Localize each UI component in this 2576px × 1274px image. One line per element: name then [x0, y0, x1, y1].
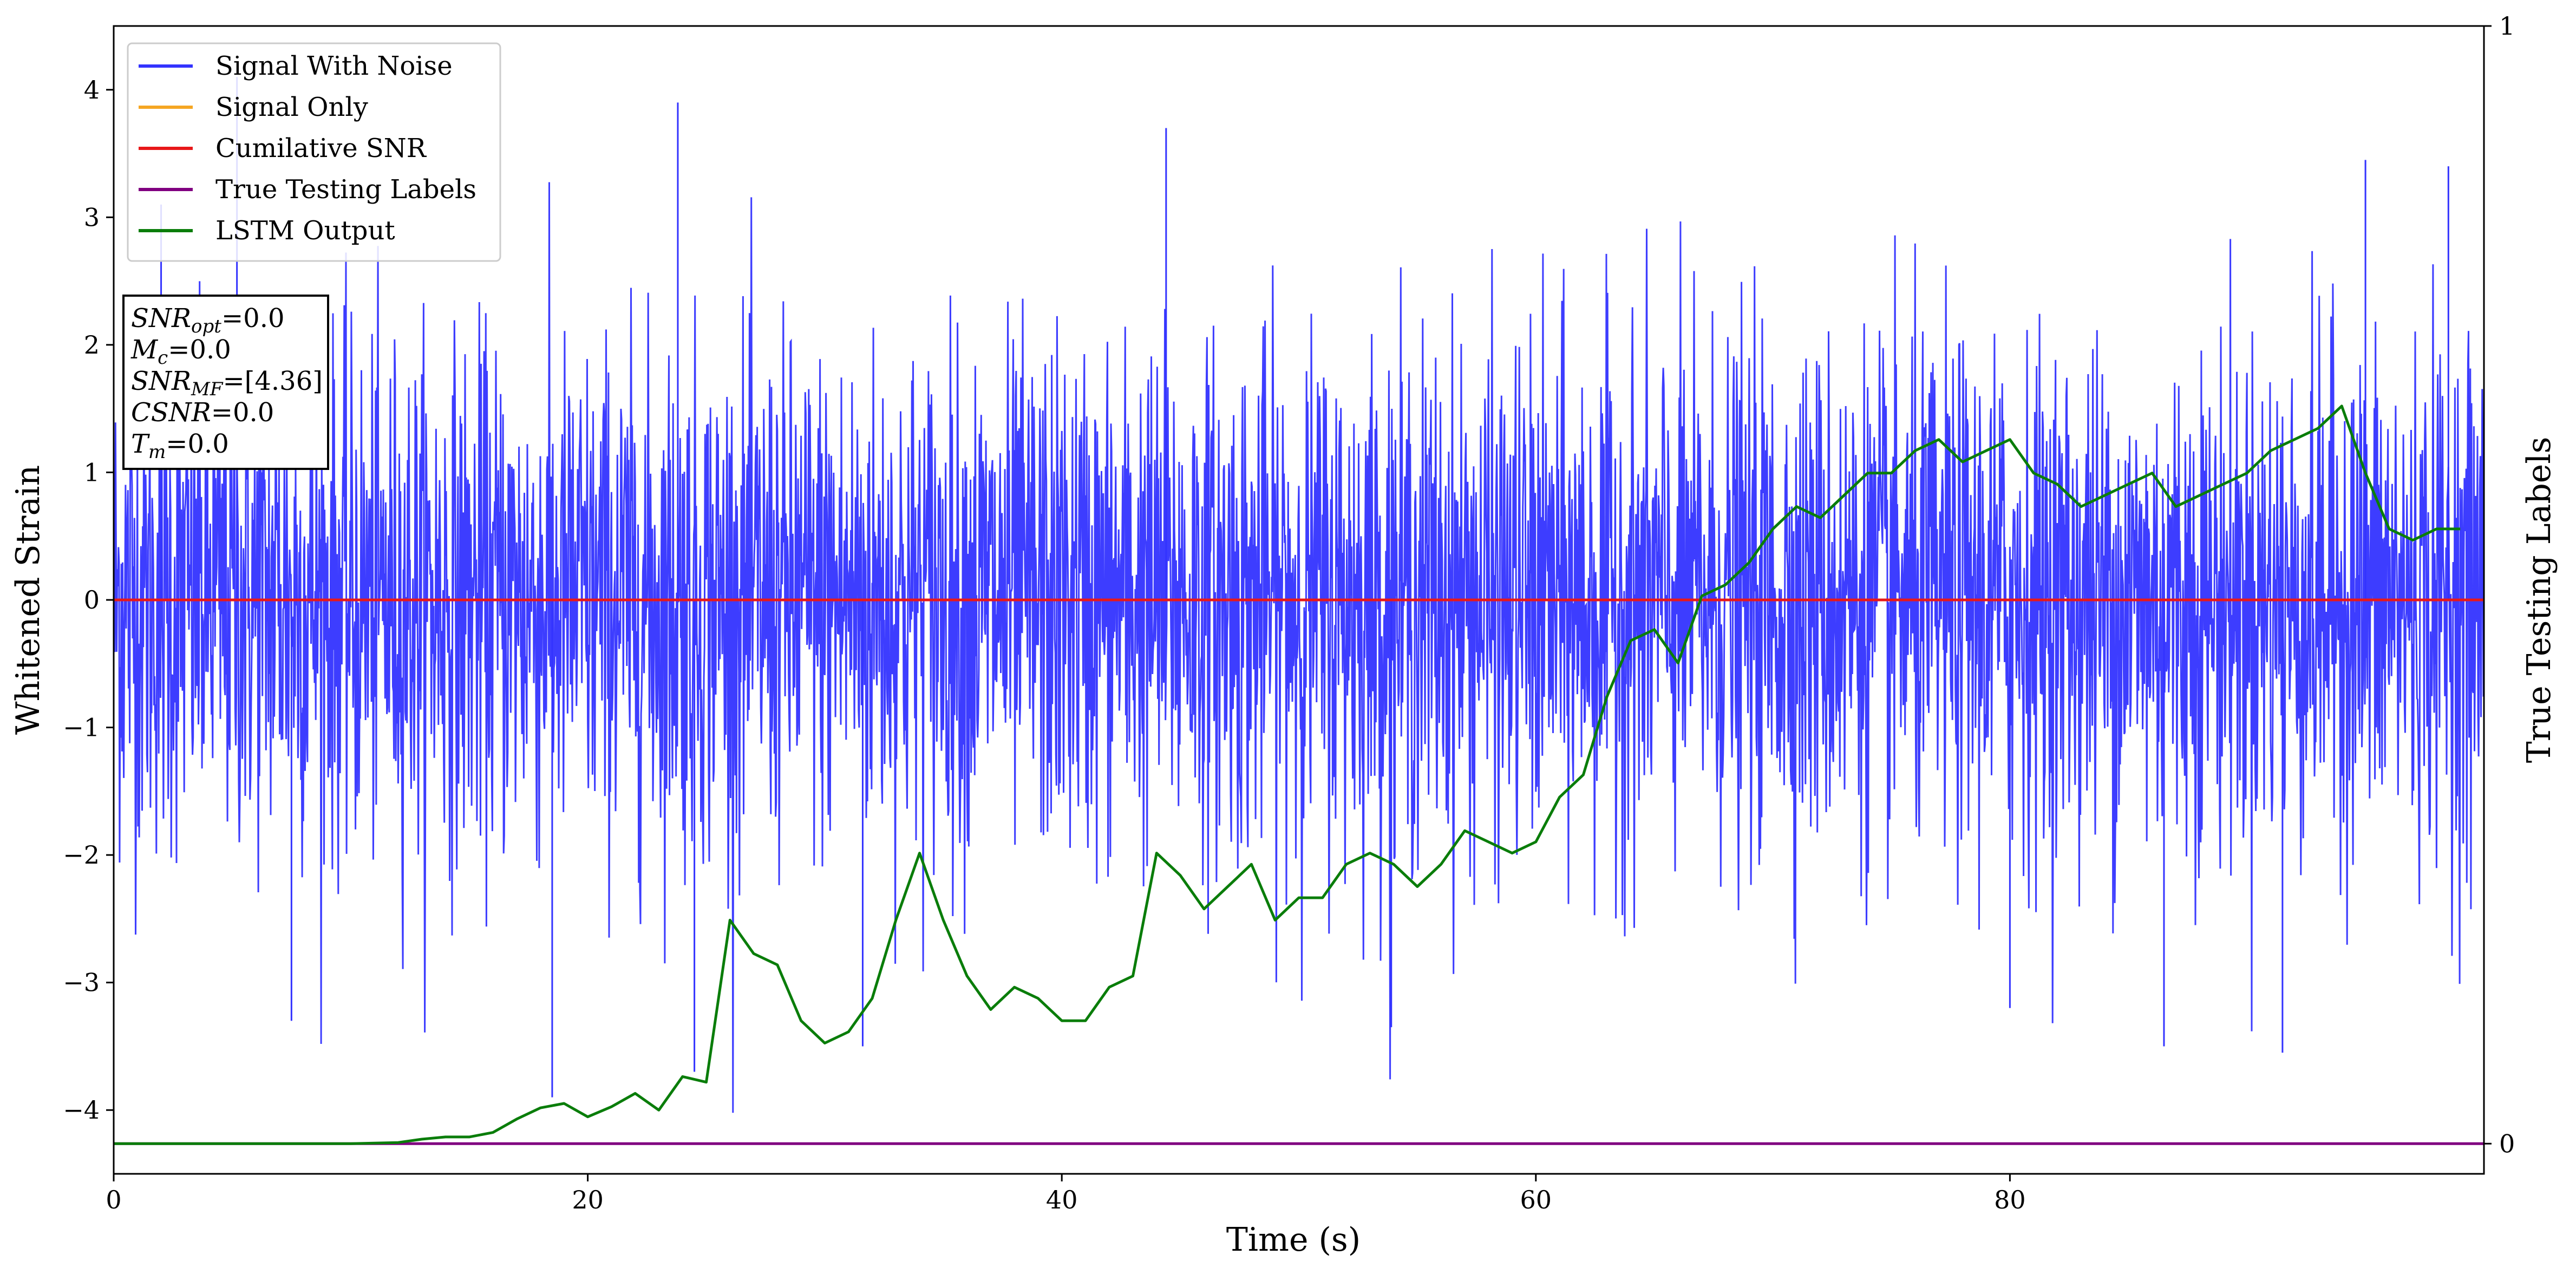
y-tick-label: −1 [63, 713, 100, 742]
info-line: SNRopt=0.0 [131, 303, 285, 337]
info-subscript: m [148, 441, 166, 463]
info-line: Mc=0.0 [130, 335, 231, 369]
info-line: Tm=0.0 [131, 429, 229, 463]
y-tick-label: −4 [63, 1095, 100, 1125]
y-tick-label: 0 [84, 585, 100, 615]
info-value: =0.0 [221, 303, 285, 334]
y-tick-label: −2 [63, 840, 100, 870]
y-tick-label: −3 [63, 968, 100, 997]
y2-tick-label: 0 [2499, 1129, 2515, 1158]
y-tick-label: 2 [84, 330, 100, 360]
x-tick-label: 0 [106, 1185, 121, 1214]
y-tick-label: 3 [84, 202, 100, 232]
info-line: SNRMF=[4.36] [131, 366, 323, 400]
info-box: SNRopt=0.0Mc=0.0SNRMF=[4.36]CSNR=0.0Tm=0… [122, 295, 329, 470]
info-symbol: T [131, 429, 150, 459]
y-tick-label: 4 [84, 75, 100, 104]
info-symbol: SNR [131, 366, 191, 396]
plot-area [114, 77, 2484, 1145]
info-subscript: c [158, 347, 168, 369]
info-symbol: SNR [131, 303, 191, 334]
x-tick-label: 60 [1520, 1185, 1552, 1214]
y-axis-title: Whitened Strain [9, 465, 47, 735]
y-tick-label: 1 [84, 458, 100, 487]
legend-label: True Testing Labels [215, 174, 476, 205]
series-lstm-output [114, 404, 2461, 1145]
series-signal-with-noise [114, 182, 2484, 1113]
info-symbol: CSNR [131, 397, 211, 428]
legend-label: LSTM Output [215, 215, 395, 246]
info-value: =0.0 [168, 335, 231, 365]
info-value: =[4.36] [223, 366, 323, 396]
legend: Signal With Noise Signal Only Cumilative S… [127, 42, 501, 262]
info-subscript: MF [191, 378, 224, 400]
x-tick-label: 20 [572, 1185, 604, 1214]
info-line: CSNR=0.0 [131, 397, 274, 428]
info-value: =0.0 [211, 397, 274, 428]
x-tick-label: 80 [1994, 1185, 2026, 1214]
legend-frame [127, 42, 501, 262]
info-value: =0.0 [166, 429, 229, 459]
x-tick-label: 40 [1046, 1185, 1078, 1214]
info-box-frame [122, 295, 329, 470]
legend-label: Cumilative SNR [215, 133, 427, 164]
legend-label: Signal Only [215, 92, 368, 122]
info-subscript: opt [191, 316, 221, 337]
x-axis-title: Time (s) [1226, 1221, 1361, 1259]
info-symbol: M [130, 335, 159, 365]
y2-tick-label: 1 [2499, 11, 2515, 41]
legend-label: Signal With Noise [215, 51, 453, 81]
right-axis-title: True Testing Labels [2520, 437, 2558, 763]
